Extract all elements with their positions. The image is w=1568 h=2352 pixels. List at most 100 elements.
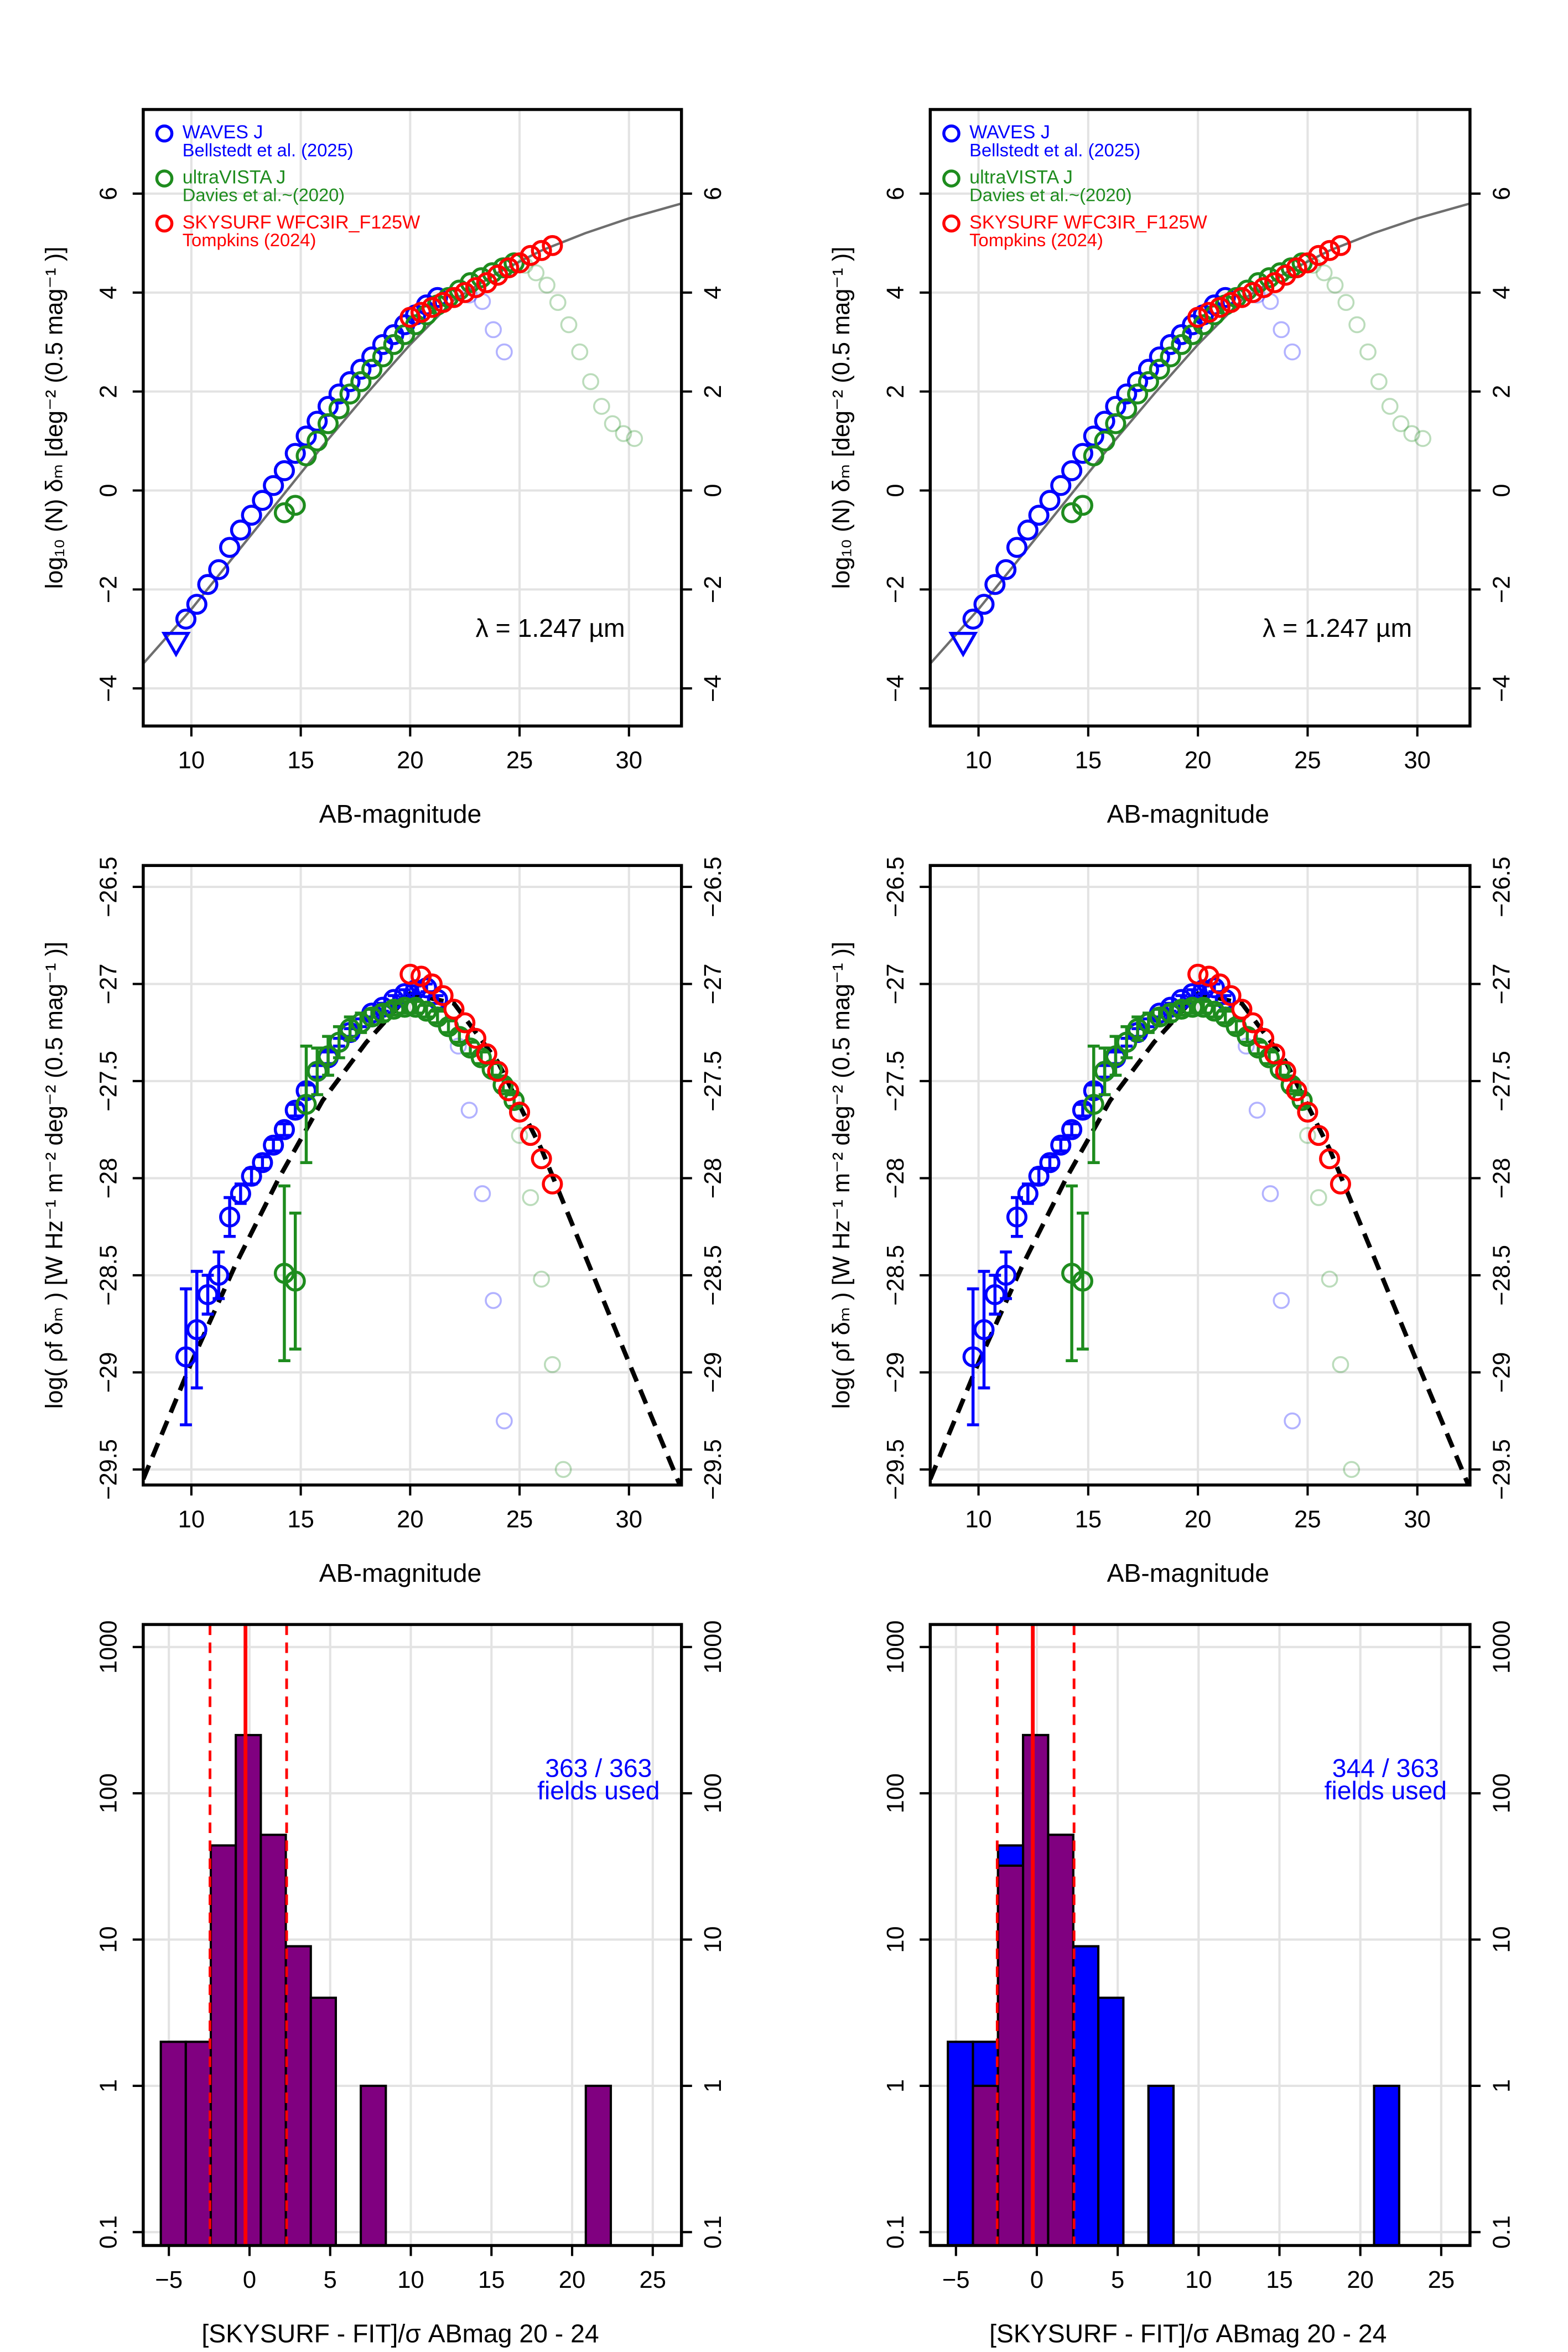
y-tick-label: −4	[1488, 674, 1515, 702]
y-tick-label: −29	[700, 1352, 726, 1393]
y-tick-label: −28	[95, 1158, 122, 1199]
data-point	[508, 1102, 531, 1123]
data-point	[1209, 297, 1230, 318]
legend-marker	[942, 169, 960, 188]
data-point	[1028, 1165, 1050, 1187]
y-tick-label: 0.1	[95, 2215, 122, 2249]
data-point	[1149, 346, 1170, 368]
y-tick-label: 0.1	[882, 2215, 909, 2249]
y-tick-label: 1000	[700, 1621, 726, 1674]
data-point	[208, 559, 230, 580]
y-tick-label: −27	[1488, 964, 1515, 1005]
data-point	[1231, 287, 1253, 308]
y-tick-label: 1000	[1488, 1621, 1515, 1674]
data-point	[531, 1148, 552, 1170]
data-point	[1006, 537, 1028, 558]
data-point	[1264, 1043, 1286, 1065]
data-point	[361, 346, 383, 368]
data-point	[1192, 996, 1214, 1018]
error-bar	[180, 1287, 192, 1426]
annotation: 344 / 363	[1332, 1753, 1439, 1782]
data-point	[443, 999, 465, 1020]
legend-marker	[155, 124, 174, 143]
x-tick-label: 15	[287, 1507, 314, 1533]
error-bar	[409, 1000, 422, 1015]
data-point	[465, 1027, 487, 1049]
y-tick-label: 2	[95, 385, 122, 398]
data-point	[317, 413, 339, 434]
y-tick-label: −29.5	[95, 1439, 122, 1500]
y-tick-label: −27.5	[700, 1051, 726, 1112]
excluded-point	[593, 398, 610, 415]
x-axis-label: [SKYSURF - FIT]/σ ABmag 20 - 24	[989, 2319, 1387, 2348]
data-point	[443, 287, 465, 308]
x-axis-label: AB-magnitude	[319, 1559, 481, 1587]
error-bar	[1077, 1211, 1089, 1351]
y-tick-label: 0	[95, 484, 122, 497]
histogram-bar	[1147, 2084, 1175, 2246]
data-point	[263, 1134, 284, 1156]
excluded-point	[1348, 316, 1366, 334]
y-tick-label: −29	[882, 1352, 909, 1393]
data-point	[1116, 1031, 1138, 1053]
y-tick-label: 2	[882, 385, 909, 398]
excluded-point	[495, 343, 513, 361]
data-point	[498, 257, 520, 279]
y-tick-label: 4	[1488, 286, 1515, 299]
data-point	[1214, 287, 1236, 308]
data-point	[175, 609, 197, 630]
legend-label: ultraVISTA J	[969, 167, 1073, 188]
legend-label: SKYSURF WFC3IR_F125W	[969, 212, 1207, 233]
x-tick-label: 20	[1347, 2267, 1373, 2293]
error-bar	[224, 1196, 236, 1238]
excluded-point	[604, 415, 621, 433]
data-point	[1072, 1099, 1094, 1121]
data-point	[470, 1047, 492, 1068]
y-tick-label: −29.5	[1488, 1439, 1515, 1500]
data-point	[252, 1152, 273, 1174]
x-tick-label: 25	[1428, 2267, 1455, 2293]
x-tick-label: 20	[559, 2267, 585, 2293]
y-tick-label: 1000	[882, 1621, 909, 1674]
data-point	[372, 1003, 393, 1024]
legend-marker	[155, 214, 174, 233]
error-bar	[256, 1155, 269, 1170]
y-axis-label: log₁₀ (N) δₘ [deg⁻² (0.5 mag⁻¹ )]	[828, 247, 855, 589]
y-tick-label: −28	[700, 1158, 726, 1199]
x-tick-label: −5	[155, 2267, 183, 2293]
data-point	[995, 1264, 1017, 1286]
data-point	[1138, 359, 1159, 380]
data-point	[399, 963, 421, 985]
fit-line	[930, 991, 1470, 1485]
data-point	[1203, 977, 1225, 999]
excluded-point	[1414, 430, 1432, 447]
histogram-bar	[235, 1733, 262, 2246]
data-point	[197, 574, 219, 595]
y-tick-label: −27.5	[1488, 1051, 1515, 1112]
data-point	[1127, 383, 1149, 405]
error-bar	[1011, 1196, 1023, 1238]
excluded-point	[1273, 1292, 1290, 1309]
data-point	[1138, 1012, 1159, 1034]
y-tick-label: −27.5	[882, 1051, 909, 1112]
y-tick-label: −4	[95, 674, 122, 702]
error-bar	[1197, 1000, 1209, 1015]
legend-label: WAVES J	[969, 122, 1050, 143]
data-point	[1286, 257, 1307, 279]
data-point	[399, 307, 421, 328]
excluded-point	[1299, 1126, 1316, 1144]
y-axis-label: log( ρf δₘ ) [W Hz⁻¹ m⁻² deg⁻² (0.5 mag⁻…	[41, 942, 68, 1409]
x-tick-label: 10	[1185, 2267, 1212, 2293]
excluded-point	[549, 294, 567, 311]
data-point	[361, 359, 383, 380]
histogram-bar	[360, 2084, 387, 2246]
data-point	[1198, 302, 1220, 323]
excluded-point	[1343, 1461, 1361, 1478]
error-bar	[1077, 1103, 1089, 1118]
excluded-point	[1392, 415, 1410, 433]
annotation: fields used	[537, 1776, 660, 1805]
x-tick-label: 15	[287, 747, 314, 774]
histogram-bar	[1047, 1834, 1074, 2246]
